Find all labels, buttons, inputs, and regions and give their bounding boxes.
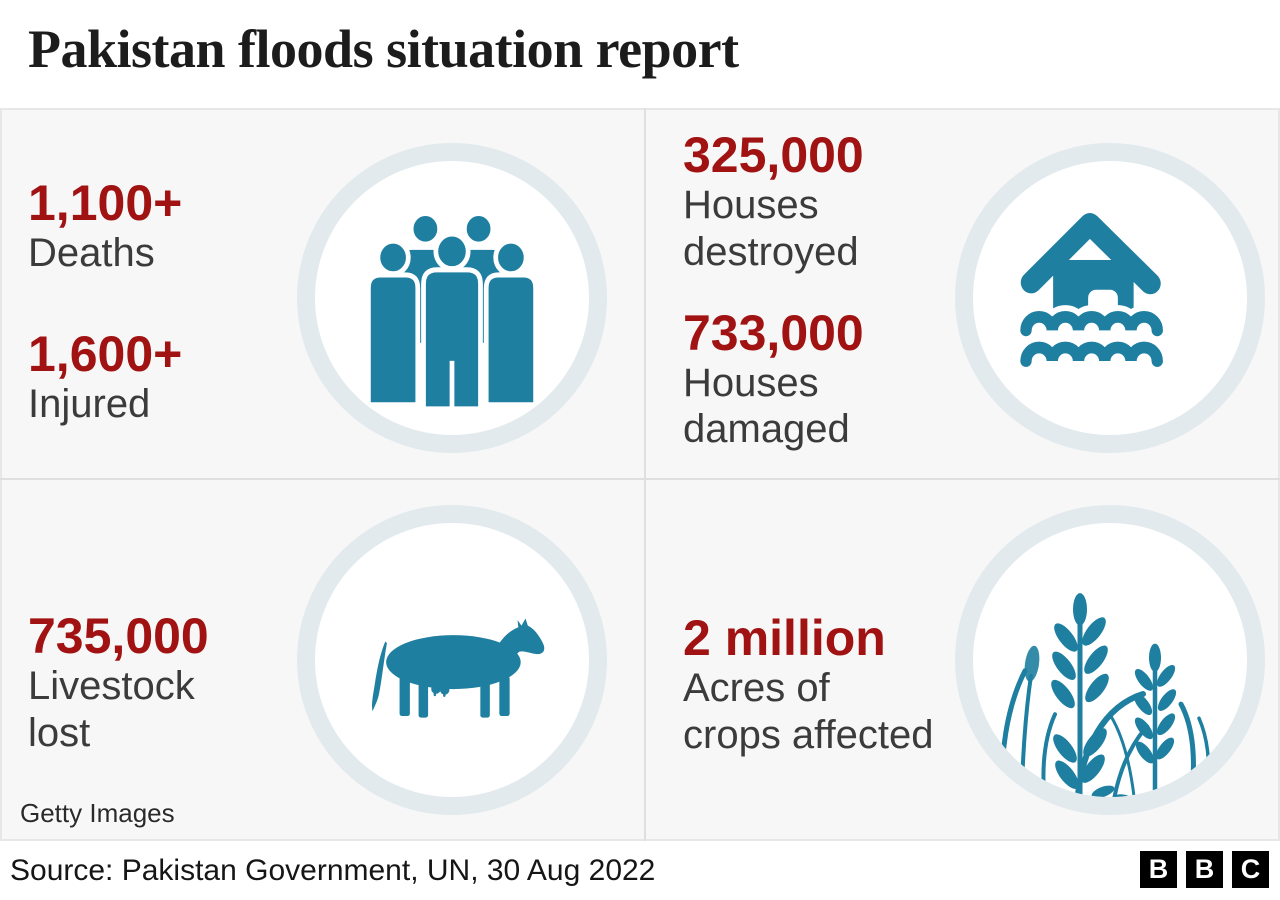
house-icon-circle	[955, 143, 1265, 453]
stat-label: Deaths	[28, 231, 155, 275]
stat-value: 1,100+	[28, 175, 183, 231]
houses-stats: 325,000 Houses destroyed 733,000 Houses …	[683, 128, 983, 453]
bbc-logo-block-b1: B	[1140, 851, 1177, 888]
stat-value: 2 million	[683, 610, 886, 666]
stat-label: Acres of	[683, 666, 830, 710]
stat-group: 2 million Acres of crops affected	[683, 611, 983, 759]
stat-value: 1,600+	[28, 325, 183, 382]
panel-livestock: 735,000 Livestock lost Getty Images	[2, 481, 644, 840]
stat-label: damaged	[683, 407, 850, 452]
stat-group: 325,000 Houses destroyed	[683, 128, 983, 276]
crops-stats: 2 million Acres of crops affected	[683, 611, 983, 759]
stat-value: 735,000	[28, 608, 209, 664]
stat-label: Houses	[683, 183, 819, 227]
panel-houses: 325,000 Houses destroyed 733,000 Houses …	[647, 110, 1278, 478]
source-text: Source: Pakistan Government, UN, 30 Aug …	[10, 854, 656, 887]
people-icon-circle	[297, 143, 607, 453]
wheat-crops-icon	[999, 593, 1211, 797]
stat-label: lost	[28, 710, 91, 755]
stat-group: 1,100+ Deaths	[28, 176, 328, 277]
getty-credit: Getty Images	[20, 798, 175, 828]
people-group-icon	[366, 210, 538, 412]
panel-crops: 2 million Acres of crops affected	[647, 481, 1278, 840]
stat-label: crops affected	[683, 712, 934, 757]
panel-casualties: 1,100+ Deaths 1,600+ Injured	[2, 110, 644, 478]
flooded-house-icon	[1014, 213, 1169, 367]
stat-label: Livestock	[28, 664, 195, 708]
stat-label: destroyed	[683, 229, 859, 274]
stat-group: 1,600+ Injured	[28, 327, 328, 428]
casualties-stats: 1,100+ Deaths 1,600+ Injured	[28, 176, 328, 428]
stat-group: 735,000 Livestock lost	[28, 609, 328, 757]
wheat-icon-circle	[955, 505, 1265, 815]
stat-label: Houses	[683, 360, 819, 405]
stat-value: 733,000	[683, 304, 864, 361]
horizontal-divider	[0, 478, 1280, 480]
cow-icon-circle	[297, 505, 607, 815]
page-title: Pakistan floods situation report	[28, 19, 739, 79]
bbc-logo-block-c: C	[1232, 851, 1269, 888]
livestock-stats: 735,000 Livestock lost	[28, 609, 328, 757]
vertical-divider	[644, 108, 646, 841]
stat-value: 325,000	[683, 127, 864, 183]
cow-icon	[372, 618, 545, 718]
stat-label: Injured	[28, 381, 151, 426]
bbc-logo-block-b2: B	[1186, 851, 1223, 888]
bbc-logo: B B C	[1140, 851, 1269, 888]
stat-group: 733,000 Houses damaged	[683, 306, 983, 454]
footer: Source: Pakistan Government, UN, 30 Aug …	[0, 841, 1280, 900]
